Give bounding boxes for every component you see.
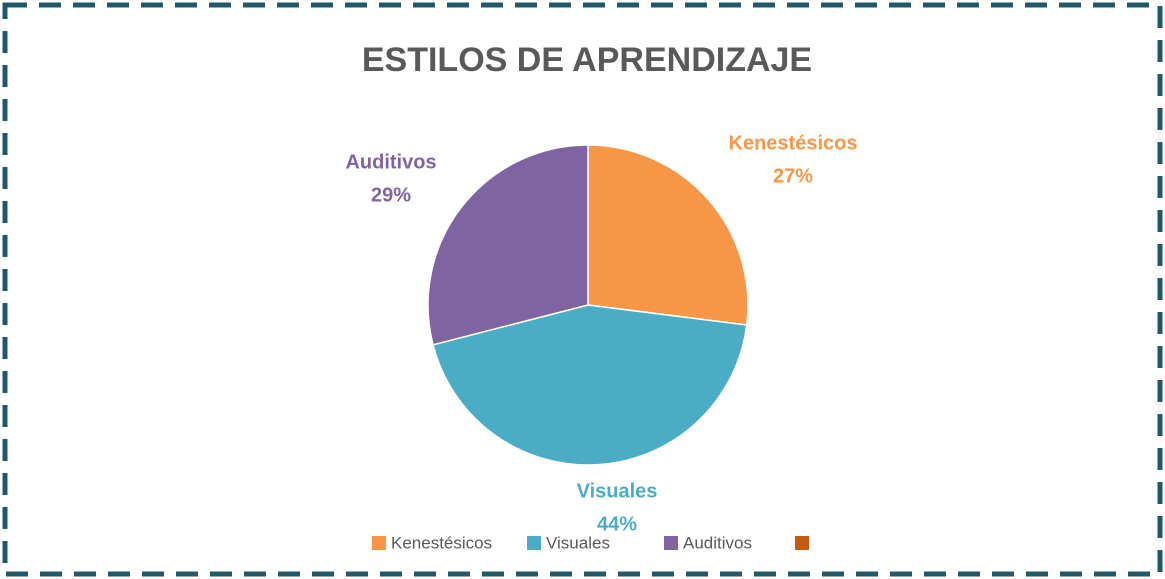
pie-slice [587,144,749,326]
pie-slice [427,144,589,346]
legend-swatch [527,536,541,550]
chart-title: ESTILOS DE APRENDIZAJE [362,41,812,79]
legend-swatch [372,536,386,550]
slice-value-label: 44% [597,513,637,535]
legend-swatch [795,536,809,550]
slice-value-label: 29% [371,184,411,206]
slice-value-label: 27% [773,165,813,187]
legend-swatch [664,536,678,550]
slice-category-label: Kenestésicos [729,132,858,154]
legend-label: Kenestésicos [391,533,492,552]
pie-slice [432,304,748,466]
slice-category-label: Visuales [577,480,658,502]
legend-label: Visuales [546,533,610,552]
slice-category-label: Auditivos [345,151,436,173]
legend-label: Auditivos [683,533,752,552]
